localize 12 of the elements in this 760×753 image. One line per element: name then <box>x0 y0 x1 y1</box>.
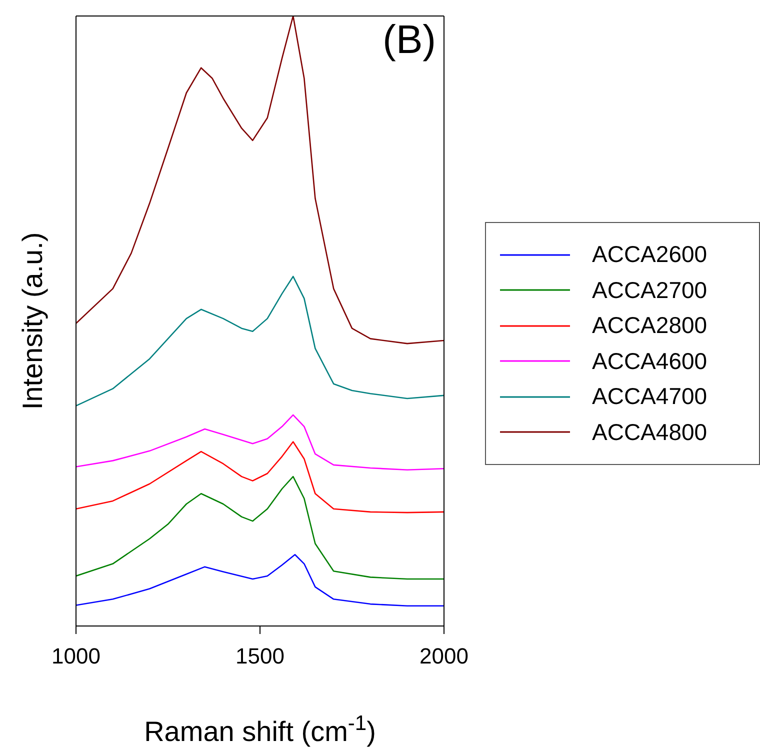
x-tick-label: 1000 <box>52 644 100 669</box>
annotation: (B) <box>382 18 436 63</box>
legend-label: ACCA2700 <box>592 276 708 304</box>
legend-label: ACCA4800 <box>592 418 708 446</box>
legend-label: ACCA2800 <box>592 312 708 340</box>
legend-label: ACCA2600 <box>592 241 708 268</box>
legend-label: ACCA4600 <box>592 348 708 375</box>
x-axis-title: Raman shift (cm$^{-1}$) <box>144 712 376 747</box>
legend-label: ACCA4700 <box>592 383 708 410</box>
x-tick-label: 1500 <box>236 644 284 669</box>
y-axis-title: Intensity (a.u.) <box>16 232 48 410</box>
x-tick-label: 2000 <box>420 644 468 669</box>
